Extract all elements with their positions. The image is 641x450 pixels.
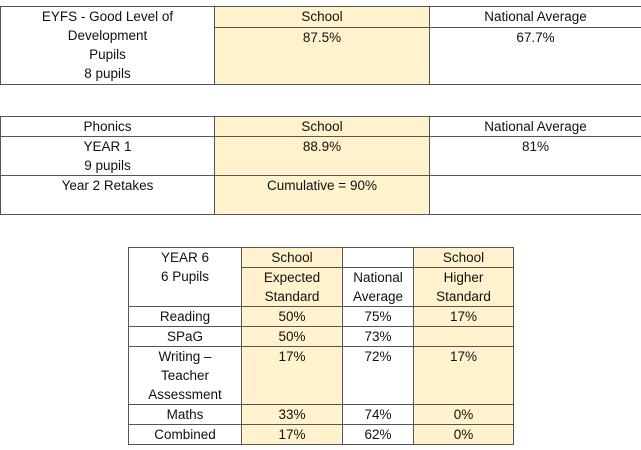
higher-cell: 17% bbox=[413, 346, 514, 405]
national-average-header: National Average bbox=[342, 267, 414, 307]
higher-cell: 17% bbox=[413, 306, 514, 327]
phonics-retakes-school: Cumulative = 90% bbox=[214, 175, 430, 215]
national-cell: 62% bbox=[342, 424, 414, 445]
eyfs-school-header: School bbox=[214, 5, 430, 29]
header-line: National bbox=[353, 270, 403, 285]
header-line: Higher bbox=[443, 270, 484, 285]
expected-school-header: School bbox=[241, 247, 343, 268]
year6-label-line: YEAR 6 bbox=[160, 250, 210, 265]
eyfs-label-line: 8 pupils bbox=[84, 66, 131, 81]
national-cell: 74% bbox=[342, 404, 414, 425]
phonics-national-header: National Average bbox=[429, 116, 641, 137]
subject-cell: Reading bbox=[128, 306, 242, 327]
national-cell: 72% bbox=[342, 346, 414, 405]
eyfs-school-value: 87.5% bbox=[214, 27, 430, 85]
eyfs-national-value: 67.7% bbox=[429, 27, 641, 85]
phonics-school-header: School bbox=[214, 116, 430, 137]
expected-cell: 50% bbox=[241, 326, 343, 347]
phonics-year1-national: 81% bbox=[429, 136, 641, 176]
header-line: Standard bbox=[436, 289, 491, 304]
higher-cell: 0% bbox=[413, 404, 514, 425]
year6-table: YEAR 6 6 Pupils School School Expected S… bbox=[128, 247, 514, 445]
expected-cell: 17% bbox=[241, 346, 343, 405]
table-row: Combined 17% 62% 0% bbox=[128, 424, 514, 445]
year1-line: YEAR 1 bbox=[83, 139, 132, 154]
table-row: Maths 33% 74% 0% bbox=[128, 404, 514, 425]
phonics-retakes-national bbox=[429, 175, 641, 215]
expected-cell: 17% bbox=[241, 424, 343, 445]
table-row: SPaG 50% 73% bbox=[128, 326, 514, 347]
eyfs-table: EYFS - Good Level of Development Pupils … bbox=[0, 5, 641, 85]
subject-line: Maths bbox=[166, 407, 204, 422]
eyfs-label-line: Development bbox=[67, 28, 148, 43]
phonics-retakes-label: Year 2 Retakes bbox=[0, 175, 215, 215]
subject-cell: SPaG bbox=[128, 326, 242, 347]
national-cell: 73% bbox=[342, 326, 414, 347]
higher-standard-header: Higher Standard bbox=[413, 267, 514, 307]
national-cell: 75% bbox=[342, 306, 414, 327]
eyfs-national-header: National Average bbox=[429, 5, 641, 29]
subject-line: Assessment bbox=[148, 387, 222, 402]
subject-line: Teacher bbox=[160, 368, 210, 383]
expected-standard-header: Expected Standard bbox=[241, 267, 343, 307]
year6-label-line: 6 Pupils bbox=[160, 269, 210, 284]
subject-line: Writing – bbox=[158, 349, 212, 364]
year1-line: 9 pupils bbox=[84, 158, 131, 173]
subject-line: Reading bbox=[159, 309, 211, 324]
header-line: Standard bbox=[264, 289, 320, 304]
subject-line: SPaG bbox=[166, 329, 204, 344]
header-line: Expected bbox=[263, 270, 321, 285]
subject-cell: Writing – Teacher Assessment bbox=[128, 346, 242, 405]
expected-cell: 33% bbox=[241, 404, 343, 425]
subject-line: Combined bbox=[154, 427, 216, 442]
higher-cell: 0% bbox=[413, 424, 514, 445]
eyfs-label: EYFS - Good Level of Development Pupils … bbox=[0, 6, 215, 85]
table-row: Reading 50% 75% 17% bbox=[128, 306, 514, 327]
subject-cell: Combined bbox=[128, 424, 242, 445]
eyfs-label-line: Pupils bbox=[89, 47, 126, 62]
year6-label: YEAR 6 6 Pupils bbox=[128, 247, 242, 307]
higher-school-header: School bbox=[413, 247, 514, 268]
phonics-table: Phonics School National Average YEAR 1 9… bbox=[0, 116, 641, 215]
higher-cell bbox=[413, 326, 514, 347]
table-row: Writing – Teacher Assessment 17% 72% 17% bbox=[128, 346, 514, 405]
phonics-year1-school: 88.9% bbox=[214, 136, 430, 176]
phonics-label: Phonics bbox=[0, 116, 215, 137]
eyfs-label-line: EYFS - Good Level of bbox=[41, 9, 174, 24]
header-line: Average bbox=[352, 289, 404, 304]
phonics-year1-label: YEAR 1 9 pupils bbox=[0, 136, 215, 176]
subject-cell: Maths bbox=[128, 404, 242, 425]
expected-cell: 50% bbox=[241, 306, 343, 327]
blank-header bbox=[342, 247, 414, 268]
